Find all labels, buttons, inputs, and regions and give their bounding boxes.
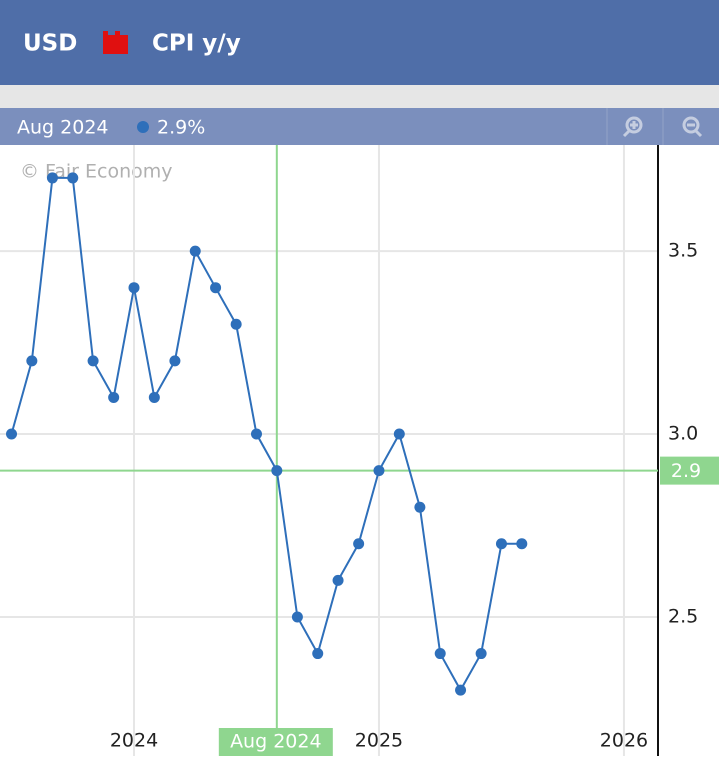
data-point bbox=[46, 172, 58, 184]
zoom-out-button[interactable] bbox=[682, 116, 703, 138]
series-line bbox=[10, 176, 522, 693]
data-point bbox=[475, 648, 487, 660]
data-point bbox=[128, 282, 140, 294]
y-tick-label: 3.0 bbox=[668, 423, 698, 445]
plot: 2.5 3.0 3.5 2024 2025 2026 Aug 2024 2.9 bbox=[0, 145, 719, 756]
crosshair-x-box bbox=[218, 728, 333, 756]
legend-dot bbox=[137, 121, 149, 133]
data-point bbox=[434, 648, 446, 660]
currency: USD bbox=[23, 31, 77, 57]
gap bbox=[0, 85, 719, 108]
flag-icon bbox=[115, 31, 120, 37]
x-tick-label: 2026 bbox=[600, 730, 648, 752]
zoom-in-button[interactable] bbox=[622, 116, 643, 138]
flag-icon bbox=[103, 31, 108, 37]
crosshair-y-box bbox=[660, 456, 719, 485]
data-point bbox=[414, 501, 426, 513]
crosshair-x-label: Aug 2024 bbox=[230, 731, 322, 753]
data-point bbox=[148, 391, 160, 403]
data-point bbox=[332, 574, 344, 586]
data-point bbox=[230, 318, 242, 330]
data-point bbox=[516, 538, 528, 550]
x-tick-label: 2025 bbox=[355, 730, 403, 752]
indicator: CPI y/y bbox=[152, 31, 241, 57]
crosshair-y-label: 2.9 bbox=[671, 460, 701, 482]
data-point bbox=[169, 355, 181, 367]
data-point bbox=[189, 245, 201, 257]
data-point bbox=[250, 428, 262, 440]
data-point bbox=[373, 465, 385, 477]
data-point bbox=[271, 465, 283, 477]
data-point bbox=[67, 172, 79, 184]
data-point bbox=[291, 611, 303, 623]
data-point bbox=[26, 355, 38, 367]
data-point bbox=[455, 684, 467, 696]
watermark: © Fair Economy bbox=[20, 161, 173, 183]
crosshair-value: 2.9% bbox=[157, 117, 205, 139]
crosshair-date: Aug 2024 bbox=[17, 117, 109, 139]
data-point bbox=[210, 282, 222, 294]
data-point bbox=[312, 648, 324, 660]
x-tick-label: 2024 bbox=[110, 730, 158, 752]
data-point bbox=[495, 538, 507, 550]
data-point bbox=[6, 428, 18, 440]
toolbar bbox=[0, 108, 719, 145]
y-tick-label: 2.5 bbox=[668, 605, 698, 627]
data-point bbox=[393, 428, 405, 440]
data-point bbox=[87, 355, 99, 367]
y-tick-label: 3.5 bbox=[668, 240, 698, 262]
data-point bbox=[353, 538, 365, 550]
data-point bbox=[108, 391, 120, 403]
flag-icon bbox=[103, 35, 128, 54]
